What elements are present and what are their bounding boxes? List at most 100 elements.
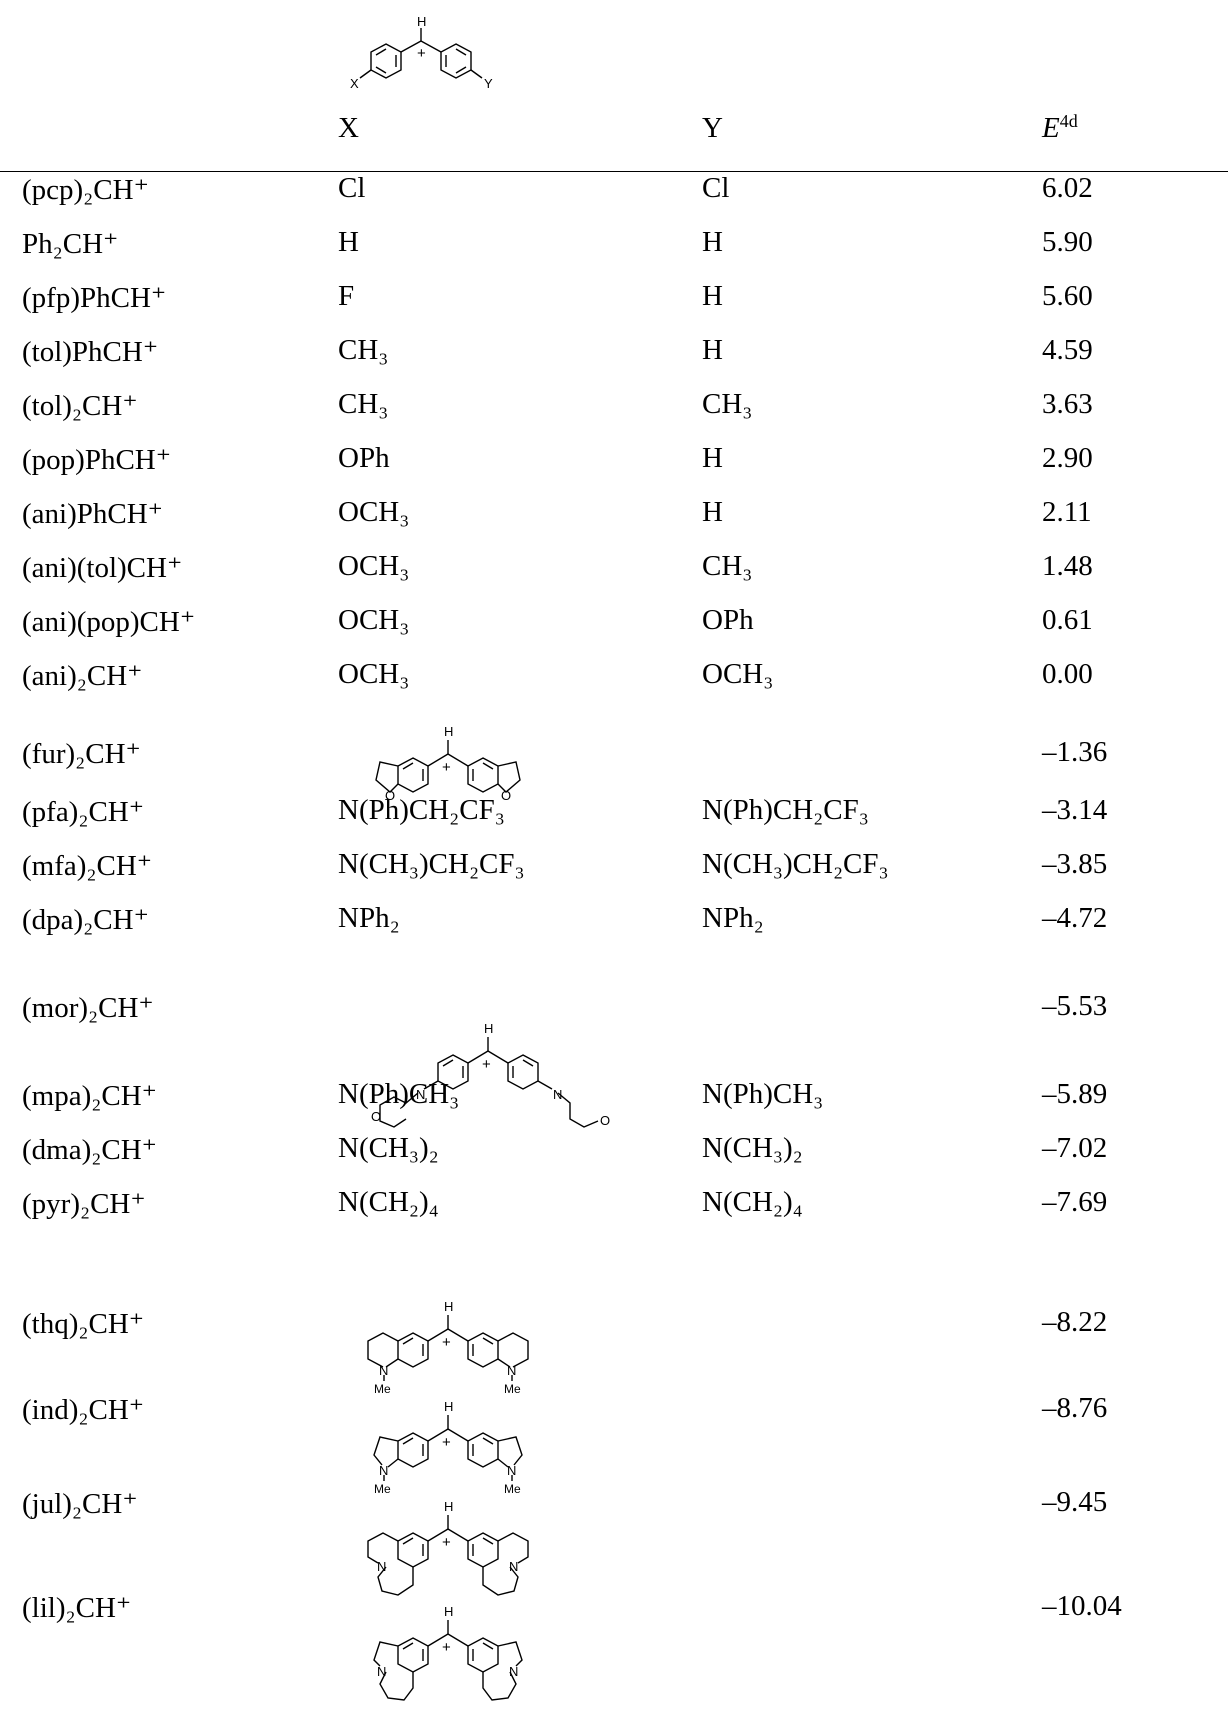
cation-cell: (dpa)₂CH⁺ <box>22 904 149 936</box>
cation-cell: (ani)₂CH⁺ <box>22 660 143 692</box>
ind-me-right-label: Me <box>504 1482 521 1495</box>
ind-plus-label: + <box>442 1434 451 1451</box>
ind-structure-image: H + N N Me Me <box>373 1399 523 1495</box>
cation-cell: (tol)₂CH⁺ <box>22 390 138 422</box>
cation-cell: Ph₂CH⁺ <box>22 228 119 260</box>
e-value-cell: 2.90 <box>1042 442 1093 474</box>
cation-cell: (dma)₂CH⁺ <box>22 1134 157 1166</box>
cation-cell: (pcp)₂CH⁺ <box>22 174 149 206</box>
cation-cell: (pfp)PhCH⁺ <box>22 282 167 314</box>
y-substituent-cell: CH₃ <box>702 388 753 420</box>
cation-cell: (tol)PhCH⁺ <box>22 336 159 368</box>
e-value-cell: –3.14 <box>1042 794 1108 826</box>
table-row: (thq)₂CH⁺ –8.22 <box>0 1306 1228 1362</box>
cation-cell: (ani)(tol)CH⁺ <box>22 552 183 584</box>
column-header-e: E4d <box>1042 112 1078 145</box>
e-value-cell: –7.69 <box>1042 1186 1108 1218</box>
table-row: (dpa)₂CH⁺ NPh₂ NPh₂ –4.72 <box>0 902 1228 958</box>
cation-cell: (mor)₂CH⁺ <box>22 992 154 1024</box>
cation-cell: (ani)PhCH⁺ <box>22 498 163 530</box>
cation-cell: (ani)(pop)CH⁺ <box>22 606 196 638</box>
e-value-cell: –1.36 <box>1042 736 1108 768</box>
lil-n-left-label: N <box>377 1664 386 1679</box>
ind-h-label: H <box>444 1399 453 1414</box>
x-substituent-cell: OPh <box>338 442 390 474</box>
e-value-cell: –7.02 <box>1042 1132 1108 1164</box>
fur-structure-image: H + O O <box>375 724 521 803</box>
thq-h-label: H <box>444 1299 453 1314</box>
e-value-cell: –5.53 <box>1042 990 1108 1022</box>
cation-cell: (thq)₂CH⁺ <box>22 1308 145 1340</box>
y-substituent-cell: OCH₃ <box>702 658 774 690</box>
column-header-x: X <box>338 112 359 144</box>
x-substituent-cell: H <box>338 226 359 258</box>
lil-structure-image: H + N N <box>373 1604 523 1701</box>
fur-plus-label: + <box>442 759 451 776</box>
thq-me-left-label: Me <box>374 1382 391 1395</box>
e-value-cell: –3.85 <box>1042 848 1108 880</box>
y-substituent-cell: H <box>702 226 723 258</box>
table-row: (ani)₂CH⁺ OCH₃ OCH₃ 0.00 <box>0 658 1228 714</box>
cation-cell: (mpa)₂CH⁺ <box>22 1080 157 1112</box>
e-value-cell: 3.63 <box>1042 388 1093 420</box>
cation-cell: (lil)₂CH⁺ <box>22 1592 132 1624</box>
mor-plus-label: + <box>482 1056 491 1073</box>
table-row: (pyr)₂CH⁺ N(CH₂)₄ N(CH₂)₄ –7.69 <box>0 1186 1228 1242</box>
table-row: (lil)₂CH⁺ –10.04 <box>0 1590 1228 1646</box>
ind-n-right-label: N <box>507 1463 516 1478</box>
table-row: (ani)(pop)CH⁺ OCH₃ OPh 0.61 <box>0 604 1228 660</box>
y-substituent-cell: N(CH₃)CH₂CF₃ <box>702 848 889 880</box>
x-substituent-cell: OCH₃ <box>338 604 410 636</box>
e-value-cell: –10.04 <box>1042 1590 1122 1622</box>
e-value-cell: –9.45 <box>1042 1486 1108 1518</box>
e-value-cell: 5.60 <box>1042 280 1093 312</box>
lil-n-right-label: N <box>509 1664 518 1679</box>
header-structure-x-label: X <box>350 76 359 91</box>
x-substituent-cell: N(CH₂)₄ <box>338 1186 439 1218</box>
e-value-cell: –4.72 <box>1042 902 1108 934</box>
header-structure-h-label: H <box>417 14 426 29</box>
column-header-e-sup: 4d <box>1059 111 1078 132</box>
table-row: (mfa)₂CH⁺ N(CH₃)CH₂CF₃ N(CH₃)CH₂CF₃ –3.85 <box>0 848 1228 904</box>
e-value-cell: 4.59 <box>1042 334 1093 366</box>
x-substituent-cell: OCH₃ <box>338 496 410 528</box>
mor-n-left-label: N <box>416 1087 425 1102</box>
e-value-cell: 0.00 <box>1042 658 1093 690</box>
cation-cell: (pyr)₂CH⁺ <box>22 1188 146 1220</box>
mor-o-right-label: O <box>600 1113 610 1128</box>
table-row: (pop)PhCH⁺ OPh H 2.90 <box>0 442 1228 498</box>
x-substituent-cell: NPh₂ <box>338 902 400 934</box>
table-row: (fur)₂CH⁺ –1.36 <box>0 736 1228 792</box>
x-substituent-cell: CH₃ <box>338 334 389 366</box>
thq-me-right-label: Me <box>504 1382 521 1395</box>
x-substituent-cell: N(Ph)CH₂CF₃ <box>338 794 505 826</box>
x-substituent-cell: CH₃ <box>338 388 389 420</box>
cation-cell: (mfa)₂CH⁺ <box>22 850 153 882</box>
table-row: Ph₂CH⁺ H H 5.90 <box>0 226 1228 282</box>
fur-o-right-label: O <box>501 788 511 803</box>
y-substituent-cell: N(CH₃)₂ <box>702 1132 803 1164</box>
mor-h-label: H <box>484 1021 493 1036</box>
y-substituent-cell: H <box>702 334 723 366</box>
jul-h-label: H <box>444 1499 453 1514</box>
cation-cell: (jul)₂CH⁺ <box>22 1488 138 1520</box>
table-row: (pfp)PhCH⁺ F H 5.60 <box>0 280 1228 336</box>
table-row: (mor)₂CH⁺ –5.53 <box>0 990 1228 1046</box>
table-row: (ani)(tol)CH⁺ OCH₃ CH₃ 1.48 <box>0 550 1228 606</box>
y-substituent-cell: OPh <box>702 604 754 636</box>
x-substituent-cell: N(CH₃)CH₂CF₃ <box>338 848 525 880</box>
lil-plus-label: + <box>442 1639 451 1656</box>
mor-structure-image: H + N N O O <box>371 1021 610 1128</box>
x-substituent-cell: N(CH₃)₂ <box>338 1132 439 1164</box>
e-value-cell: 5.90 <box>1042 226 1093 258</box>
fur-h-label: H <box>444 724 453 739</box>
x-substituent-cell: N(Ph)CH₃ <box>338 1078 460 1110</box>
table-row: (mpa)₂CH⁺ N(Ph)CH₃ N(Ph)CH₃ –5.89 <box>0 1078 1228 1134</box>
header-structure-plus-label: + <box>417 45 426 62</box>
table-row: (ind)₂CH⁺ –8.76 <box>0 1392 1228 1448</box>
jul-plus-label: + <box>442 1534 451 1551</box>
y-substituent-cell: H <box>702 442 723 474</box>
y-substituent-cell: Cl <box>702 172 730 204</box>
cation-cell: (fur)₂CH⁺ <box>22 738 141 770</box>
